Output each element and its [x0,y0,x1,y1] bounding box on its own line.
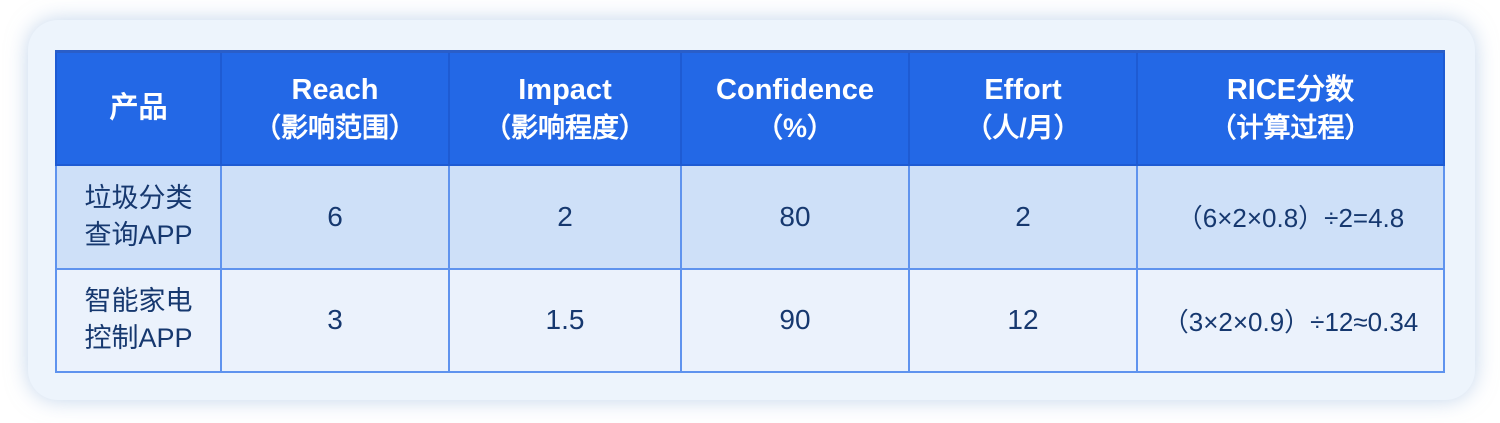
cell-confidence-value: 90 [680,267,910,373]
rice-score-table: 产品 Reach （影响范围） Impact （影响程度） Confidence… [55,50,1445,373]
header-rice-score: RICE分数 （计算过程） [1136,50,1445,166]
card-panel: 产品 Reach （影响范围） Impact （影响程度） Confidence… [28,20,1475,400]
header-product-label: 产品 [109,92,168,125]
cell-effort-value: 12 [908,267,1138,373]
header-confidence-sublabel: （%） [755,112,834,143]
header-confidence-label: Confidence [716,73,874,106]
header-reach-sublabel: （影响范围） [254,112,416,143]
cell-rice-formula: （3×2×0.9）÷12≈0.34 [1136,267,1445,373]
cell-impact-value: 1.5 [448,267,682,373]
table-row-garbage-sorting-app: 垃圾分类 查询APP 6 2 80 2 （6×2×0.8）÷2=4.8 [55,163,1445,270]
cell-confidence-value: 80 [680,163,910,270]
product-name-line1: 垃圾分类 [84,182,193,213]
header-impact-sublabel: （影响程度） [484,112,646,143]
product-name-line2: 控制APP [84,323,193,353]
header-rice-score-sublabel: （计算过程） [1209,112,1372,143]
product-name-line2: 查询APP [84,219,193,250]
product-name-line1: 智能家电 [84,286,193,316]
cell-rice-formula: （6×2×0.8）÷2=4.8 [1136,163,1445,270]
header-effort-sublabel: （人/月） [965,112,1081,143]
cell-effort-value: 2 [908,163,1138,270]
header-confidence: Confidence （%） [680,50,910,166]
header-effort: Effort （人/月） [908,50,1138,166]
header-impact: Impact （影响程度） [448,50,682,166]
header-reach-label: Reach [291,73,379,106]
header-impact-label: Impact [518,73,612,106]
cell-reach-value: 6 [220,163,450,270]
header-row: 产品 Reach （影响范围） Impact （影响程度） Confidence… [55,50,1445,166]
header-product: 产品 [55,50,222,166]
cell-product-name: 垃圾分类 查询APP [55,163,222,270]
cell-impact-value: 2 [448,163,682,270]
header-rice-score-label: RICE分数 [1226,73,1355,106]
cell-reach-value: 3 [220,267,450,373]
cell-product-name: 智能家电 控制APP [55,267,222,373]
table-row-smart-appliance-app: 智能家电 控制APP 3 1.5 90 12 （3×2×0.9）÷12≈0.34 [55,267,1445,373]
header-effort-label: Effort [984,73,1062,106]
header-reach: Reach （影响范围） [220,50,450,166]
